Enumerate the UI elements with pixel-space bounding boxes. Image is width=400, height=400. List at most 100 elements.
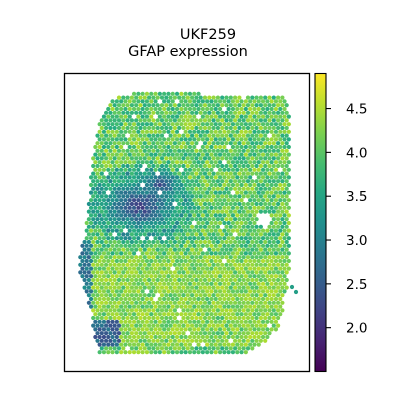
spot: [273, 114, 279, 119]
spot: [136, 106, 141, 112]
spot: [278, 289, 283, 294]
spot: [202, 133, 208, 138]
spot: [101, 220, 107, 226]
spot: [207, 270, 212, 275]
spot: [252, 205, 257, 210]
spot: [235, 152, 240, 157]
spot: [97, 304, 102, 309]
spot: [226, 312, 231, 317]
spot: [114, 327, 119, 332]
spot: [123, 106, 128, 112]
spot: [207, 331, 212, 336]
spot: [263, 179, 268, 184]
spot: [155, 323, 160, 328]
spot: [265, 258, 270, 264]
spot: [286, 114, 291, 119]
spot: [121, 133, 126, 138]
spot: [248, 258, 253, 264]
spot: [252, 122, 257, 127]
spot: [84, 243, 89, 248]
spot: [267, 331, 272, 336]
spot: [114, 274, 119, 279]
spot: [172, 285, 177, 290]
spot: [149, 220, 154, 226]
spot: [177, 239, 182, 245]
spot: [254, 270, 259, 275]
spot: [278, 205, 283, 210]
spot: [196, 296, 201, 302]
spot: [95, 255, 100, 260]
spot: [245, 179, 251, 184]
spot: [121, 262, 126, 267]
spot: [271, 171, 276, 176]
spot: [138, 308, 143, 313]
spot: [136, 167, 141, 172]
spot: [190, 141, 195, 146]
spot: [177, 133, 182, 138]
spot: [136, 266, 141, 271]
spot: [260, 334, 266, 340]
spot: [106, 312, 111, 317]
spot: [252, 296, 257, 302]
spot: [174, 312, 180, 317]
spot: [239, 106, 244, 112]
spot: [233, 255, 238, 260]
spot: [239, 220, 244, 226]
spot: [123, 319, 128, 324]
spot: [190, 270, 195, 275]
spot: [258, 323, 263, 328]
spot: [183, 289, 188, 294]
spot: [84, 258, 89, 264]
spot: [84, 289, 89, 294]
spot: [140, 152, 145, 157]
spot: [142, 285, 147, 290]
spot: [95, 247, 100, 252]
spot: [114, 251, 119, 256]
spot: [174, 350, 180, 355]
spot: [226, 198, 231, 203]
spot: [267, 239, 272, 245]
spot: [248, 220, 253, 226]
spot: [166, 198, 171, 203]
spot: [213, 289, 218, 294]
spot: [192, 296, 197, 302]
spot: [187, 319, 193, 324]
spot: [164, 308, 169, 313]
spot: [239, 304, 244, 309]
spot: [222, 312, 227, 317]
spot: [140, 258, 145, 264]
spot: [106, 274, 111, 279]
spot: [125, 315, 130, 321]
spot: [196, 160, 201, 165]
spot: [179, 160, 184, 165]
spot: [200, 228, 205, 233]
spot: [99, 179, 104, 184]
spot: [269, 205, 274, 210]
spot: [230, 236, 236, 241]
spot: [256, 190, 261, 195]
spot: [198, 323, 203, 328]
spot: [276, 323, 281, 328]
spot: [213, 319, 218, 324]
spot: [159, 217, 165, 222]
spot: [172, 293, 177, 298]
spot: [151, 255, 156, 260]
spot: [127, 281, 132, 286]
spot: [256, 274, 261, 279]
spot: [149, 289, 154, 294]
spot: [151, 331, 156, 336]
spot: [104, 247, 109, 252]
spot: [174, 319, 180, 324]
spot: [157, 220, 162, 226]
spot: [228, 118, 233, 123]
spot: [207, 194, 212, 199]
spot: [95, 277, 100, 283]
spot: [263, 156, 268, 161]
spot: [273, 319, 279, 324]
spot: [194, 315, 199, 321]
spot: [174, 228, 180, 233]
spot: [205, 99, 210, 104]
spot: [252, 228, 257, 233]
spot: [147, 285, 152, 290]
spot: [254, 224, 259, 229]
